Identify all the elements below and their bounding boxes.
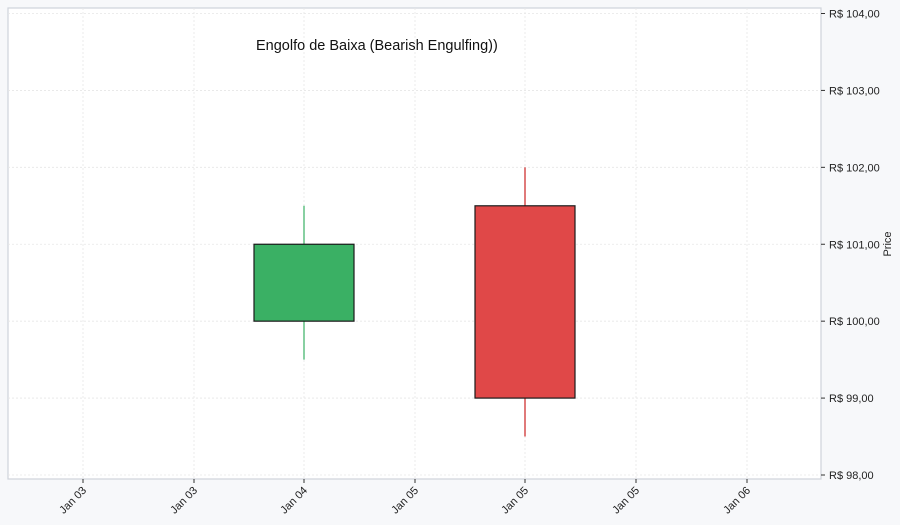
- grid-lines: [8, 8, 821, 479]
- y-tick-label: R$ 102,00: [829, 162, 880, 174]
- y-axis-title: Price: [882, 231, 894, 256]
- candle-jan-05: [474, 167, 576, 437]
- x-tick-label: Jan 04: [278, 485, 310, 517]
- candle-body: [474, 205, 576, 399]
- chart-title: Engolfo de Baixa (Bearish Engulfing)): [256, 38, 498, 54]
- x-tick-label: Jan 03: [57, 485, 89, 517]
- y-tick-label: R$ 99,00: [829, 393, 874, 405]
- x-tick-label: Jan 05: [389, 485, 421, 517]
- y-axis: R$ 98,00 R$ 99,00 R$ 100,00 R$ 101,00 R$ 102…: [821, 9, 880, 482]
- x-axis: Jan 03 Jan 03 Jan 04 Jan 05 Jan 05 Jan 05 Jan …: [57, 479, 753, 516]
- y-tick-label: R$ 104,00: [829, 9, 880, 21]
- candle-body: [253, 243, 355, 322]
- y-tick-label: R$ 100,00: [829, 316, 880, 328]
- y-tick-label: R$ 101,00: [829, 239, 880, 251]
- candles: [253, 167, 576, 437]
- y-tick-label: R$ 103,00: [829, 85, 880, 97]
- x-tick-label: Jan 03: [168, 485, 200, 517]
- x-tick-label: Jan 05: [610, 485, 642, 517]
- plot-area: [7, 7, 822, 480]
- candle-jan-04: [253, 205, 355, 360]
- y-tick-label: R$ 98,00: [829, 470, 874, 482]
- plot-frame: [7, 7, 822, 480]
- x-tick-label: Jan 06: [721, 485, 753, 517]
- x-tick-label: Jan 05: [499, 485, 531, 517]
